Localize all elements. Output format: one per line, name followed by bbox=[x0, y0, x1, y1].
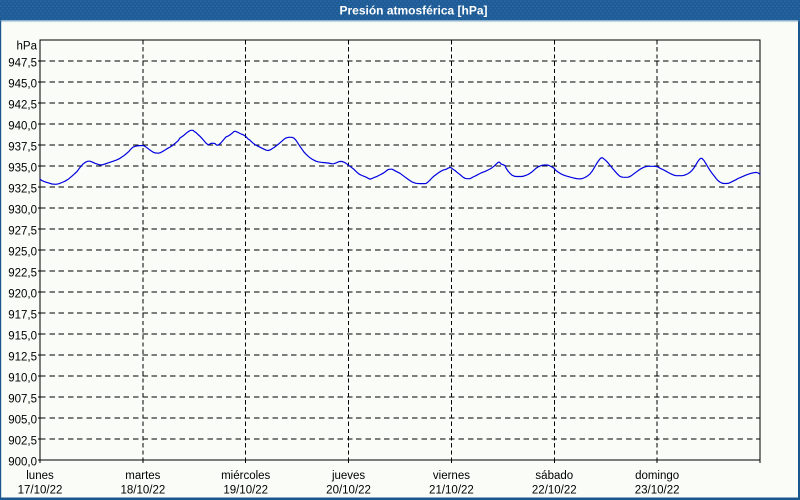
svg-text:937,5: 937,5 bbox=[8, 142, 37, 154]
svg-text:915,0: 915,0 bbox=[8, 331, 37, 343]
svg-text:20/10/22: 20/10/22 bbox=[326, 485, 371, 497]
svg-text:hPa: hPa bbox=[17, 41, 38, 53]
svg-text:jueves: jueves bbox=[331, 470, 365, 482]
svg-text:viernes: viernes bbox=[433, 470, 470, 482]
svg-text:927,5: 927,5 bbox=[8, 226, 37, 238]
svg-text:domingo: domingo bbox=[635, 470, 679, 482]
svg-text:942,5: 942,5 bbox=[8, 100, 37, 112]
svg-text:Presión atmosférica [hPa]: Presión atmosférica [hPa] bbox=[339, 4, 487, 18]
svg-text:947,5: 947,5 bbox=[8, 58, 37, 70]
svg-text:22/10/22: 22/10/22 bbox=[532, 485, 577, 497]
svg-text:902,5: 902,5 bbox=[8, 436, 37, 448]
svg-text:940,0: 940,0 bbox=[8, 121, 37, 133]
svg-text:935,0: 935,0 bbox=[8, 163, 37, 175]
svg-text:19/10/22: 19/10/22 bbox=[223, 485, 268, 497]
svg-text:905,0: 905,0 bbox=[8, 415, 37, 427]
svg-text:23/10/22: 23/10/22 bbox=[635, 485, 680, 497]
svg-text:912,5: 912,5 bbox=[8, 352, 37, 364]
svg-text:945,0: 945,0 bbox=[8, 79, 37, 91]
svg-text:907,5: 907,5 bbox=[8, 394, 37, 406]
svg-text:18/10/22: 18/10/22 bbox=[120, 485, 165, 497]
svg-text:920,0: 920,0 bbox=[8, 289, 37, 301]
svg-text:925,0: 925,0 bbox=[8, 247, 37, 259]
svg-text:21/10/22: 21/10/22 bbox=[429, 485, 474, 497]
svg-text:900,0: 900,0 bbox=[8, 457, 37, 469]
svg-text:sábado: sábado bbox=[535, 470, 573, 482]
svg-text:910,0: 910,0 bbox=[8, 373, 37, 385]
svg-text:930,0: 930,0 bbox=[8, 205, 37, 217]
svg-text:martes: martes bbox=[125, 470, 160, 482]
svg-text:932,5: 932,5 bbox=[8, 184, 37, 196]
svg-text:lunes: lunes bbox=[26, 470, 54, 482]
svg-text:17/10/22: 17/10/22 bbox=[18, 485, 63, 497]
svg-text:922,5: 922,5 bbox=[8, 268, 37, 280]
svg-text:miércoles: miércoles bbox=[221, 470, 270, 482]
svg-text:917,5: 917,5 bbox=[8, 310, 37, 322]
